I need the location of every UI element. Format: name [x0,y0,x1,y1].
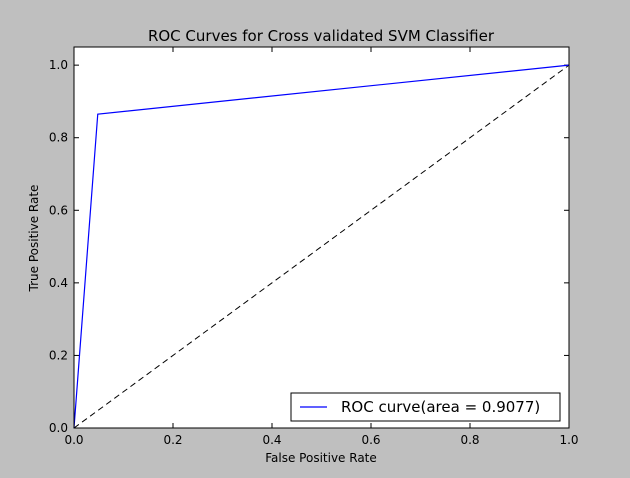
legend-entry-label: ROC curve(area = 0.9077) [341,398,540,416]
y-tick-label: 0.2 [49,348,68,362]
x-axis-label: False Positive Rate [265,451,377,465]
x-tick-label: 0.4 [262,433,281,447]
legend-box [290,392,561,422]
y-tick-label: 0.6 [49,203,68,217]
legend: ROC curve(area = 0.9077) [290,392,561,422]
chart-title: ROC Curves for Cross validated SVM Class… [148,27,495,45]
y-tick-label: 0.0 [49,421,68,435]
plot-area [74,47,569,428]
y-tick-label: 0.8 [49,131,68,145]
x-tick-label: 1.0 [559,433,578,447]
x-tick-label: 0.8 [460,433,479,447]
y-axis-label: True Positive Rate [27,185,41,293]
y-tick-label: 0.4 [49,276,68,290]
plot-frame [73,46,570,429]
roc-curve-line [73,64,570,429]
x-tick-label: 0.0 [64,433,83,447]
series-layer [73,64,570,429]
x-tick-label: 0.2 [163,433,182,447]
x-tick-label: 0.6 [361,433,380,447]
y-tick-label: 1.0 [49,58,68,72]
reference-diagonal-line [73,64,570,429]
